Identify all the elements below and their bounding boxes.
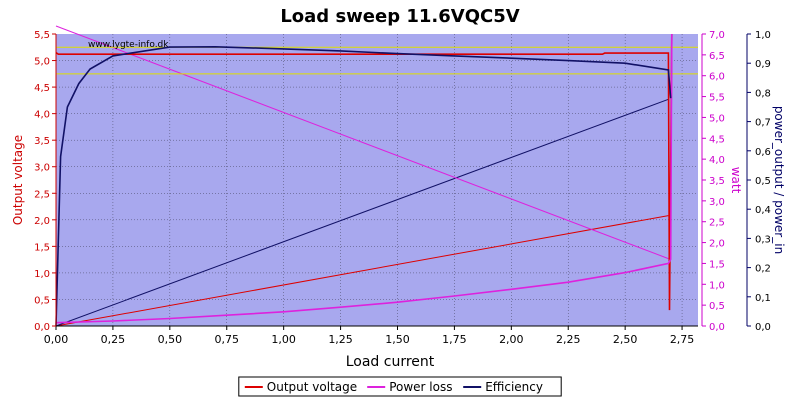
- y-right2-tick-label: 0,5: [755, 176, 771, 187]
- legend-label: Output voltage: [267, 380, 357, 394]
- legend: Output voltage Power loss Efficiency: [238, 376, 562, 397]
- y-right2-tick-label: 0,6: [755, 147, 771, 158]
- y-left-tick-label: 2,5: [34, 189, 50, 200]
- y-right1-tick-label: 5,0: [709, 113, 725, 124]
- y-right1-tick-label: 1,5: [709, 259, 725, 270]
- background-line: [55, 25, 669, 260]
- series-line-power-loss: [55, 33, 673, 324]
- reference-lines: [56, 46, 698, 75]
- y-right2-tick-label: 0,8: [755, 88, 771, 99]
- background-lines: [55, 25, 669, 327]
- x-tick-label: 0,75: [214, 333, 239, 346]
- y-right1-tick-label: 6,5: [709, 51, 725, 62]
- x-tick-label: 2,50: [613, 333, 638, 346]
- y-right2-tick-label: 0,0: [755, 322, 771, 333]
- y-right1-tick-label: 0,5: [709, 301, 725, 312]
- x-tick-label: 2,75: [670, 333, 695, 346]
- y-right1-tick-label: 4,5: [709, 134, 725, 145]
- legend-label: Power loss: [389, 380, 452, 394]
- y-right2-tick-label: 0,1: [755, 293, 771, 304]
- series-layer: [55, 33, 673, 327]
- legend-label: Efficiency: [485, 380, 543, 394]
- y-right2-tick-label: 0,9: [755, 59, 771, 70]
- plot-area: [56, 34, 698, 326]
- y-right1-tick-label: 3,0: [709, 197, 725, 208]
- y-left-tick-label: 4,0: [34, 110, 50, 121]
- x-axis-label: Load current: [346, 354, 435, 370]
- watermark-text: www.lygte-info.dk: [88, 40, 169, 50]
- x-tick-label: 1,75: [442, 333, 467, 346]
- chart-title: Load sweep 11.6VQC5V: [280, 6, 519, 27]
- background-line: [55, 215, 669, 327]
- y-right1-tick-label: 0,0: [709, 322, 725, 333]
- x-tick-label: 1,50: [385, 333, 410, 346]
- y-right2-tick-label: 0,7: [755, 118, 771, 129]
- background-line: [55, 98, 669, 327]
- x-tick-label: 2,00: [499, 333, 524, 346]
- x-tick-label: 1,25: [328, 333, 353, 346]
- y-left-tick-label: 3,5: [34, 136, 50, 147]
- y-right1-tick-label: 7,0: [709, 30, 725, 41]
- y-right1-tick-label: 5,5: [709, 93, 725, 104]
- y-right1-axis-label: watt: [729, 167, 743, 194]
- x-tick-label: 0,00: [44, 333, 69, 346]
- y-left-axis-label: Output voltage: [11, 135, 25, 225]
- y-right2-tick-label: 0,3: [755, 234, 771, 245]
- y-right2-tick-label: 1,0: [755, 30, 771, 41]
- y-right1-tick-label: 3,5: [709, 176, 725, 187]
- y-right1-tick-label: 4,0: [709, 155, 725, 166]
- y-left-tick-label: 3,0: [34, 163, 50, 174]
- y-left-tick-label: 4,5: [34, 83, 50, 94]
- grid: [56, 34, 698, 326]
- y-left-tick-label: 1,0: [34, 269, 50, 280]
- y-right1-tick-label: 6,0: [709, 72, 725, 83]
- y-left-tick-label: 5,5: [34, 30, 50, 41]
- y-left-tick-label: 1,5: [34, 242, 50, 253]
- y-left-tick-label: 5,0: [34, 57, 50, 68]
- axes: 0,00 0,25 0,50 0,75 1,00 1,25 1,50 1,75 2,00 2,25…: [34, 30, 771, 346]
- x-tick-label: 2,25: [556, 333, 581, 346]
- x-tick-label: 0,25: [101, 333, 126, 346]
- y-left-tick-label: 2,0: [34, 216, 50, 227]
- y-right2-tick-label: 0,4: [755, 205, 771, 216]
- y-left-tick-label: 0,0: [34, 322, 50, 333]
- y-right2-tick-label: 0,2: [755, 264, 771, 275]
- legend-box: [238, 376, 562, 397]
- series-line-efficiency: [55, 45, 672, 327]
- y-right1-tick-label: 1,0: [709, 280, 725, 291]
- y-right1-tick-label: 2,5: [709, 218, 725, 229]
- y-right2-axis-label: power_output / power_in: [772, 106, 786, 254]
- series-line-output-voltage: [55, 33, 673, 311]
- x-tick-label: 0,50: [158, 333, 183, 346]
- x-tick-label: 1,00: [271, 333, 296, 346]
- y-right1-tick-label: 2,0: [709, 239, 725, 250]
- y-left-tick-label: 0,5: [34, 295, 50, 306]
